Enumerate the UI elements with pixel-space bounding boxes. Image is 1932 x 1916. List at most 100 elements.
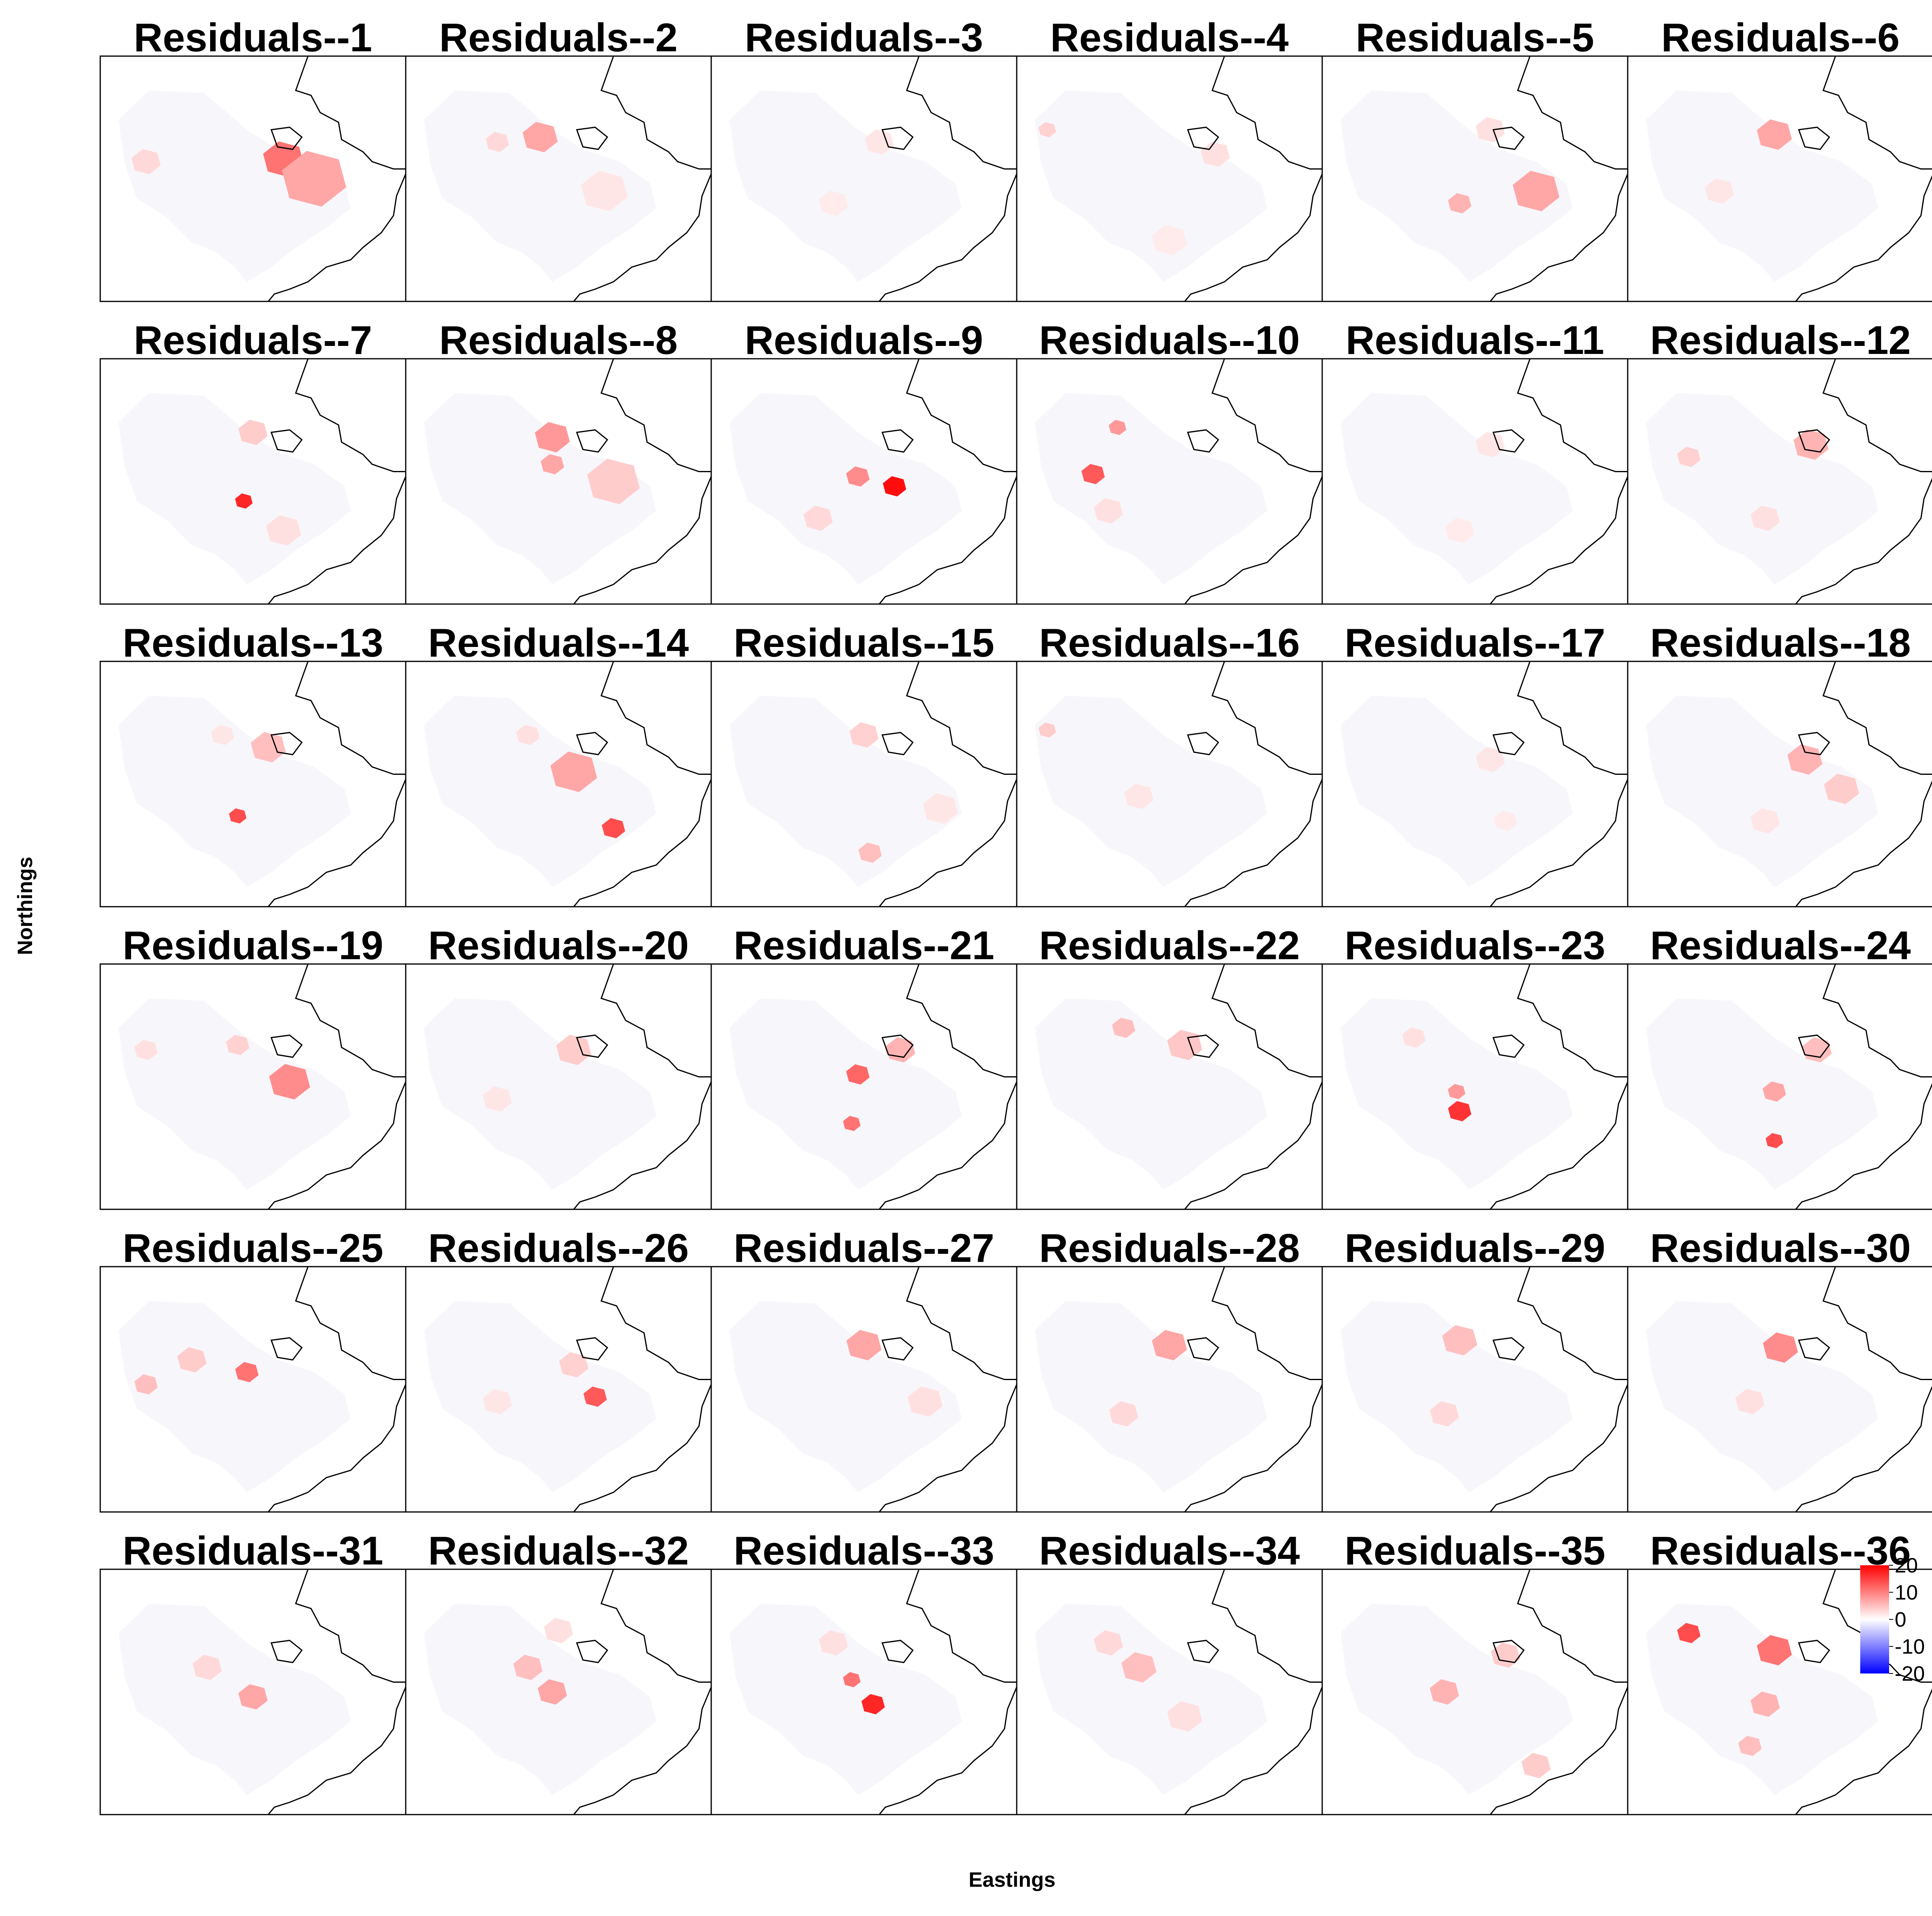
- residual-patch: [1750, 808, 1780, 834]
- coastline: [1517, 1266, 1628, 1380]
- residual-patch: [1402, 1027, 1426, 1048]
- panel-title: Residuals--15: [734, 620, 994, 665]
- residual-patch: [513, 1655, 543, 1680]
- colorbar-ticks: 20 10 0 -10 -20: [1889, 1554, 1925, 1686]
- coastline: [1795, 780, 1932, 907]
- lake-outline: [1492, 1639, 1525, 1663]
- coastline: [906, 358, 1017, 472]
- residual-patch: [803, 505, 833, 531]
- map-panel: Residuals--25: [99, 1226, 407, 1513]
- residual-patch: [282, 151, 346, 207]
- residual-patch: [819, 190, 848, 216]
- lake-outline: [1798, 732, 1830, 756]
- residual-patch: [1094, 498, 1123, 523]
- map-panel: Residuals--6: [1627, 15, 1932, 302]
- residual-patch: [923, 793, 958, 824]
- panel-title: Residuals--11: [1346, 318, 1604, 363]
- coastline: [267, 476, 407, 604]
- panel-title: Residuals--35: [1345, 1528, 1605, 1573]
- land-region: [424, 393, 656, 584]
- lake-outline: [270, 126, 303, 150]
- coastline: [1795, 1688, 1932, 1815]
- panel-title: Residuals--4: [1050, 15, 1289, 60]
- lake-outline: [1187, 1639, 1219, 1663]
- coastline: [573, 174, 712, 302]
- land-region: [1646, 393, 1878, 584]
- map-panel: Residuals--5: [1321, 15, 1629, 302]
- land-region: [1035, 998, 1267, 1190]
- panel-title: Residuals--22: [1039, 923, 1300, 968]
- lake-outline: [1187, 429, 1219, 453]
- lake-outline: [576, 1337, 608, 1361]
- coastline: [878, 1384, 1018, 1512]
- coastline: [1517, 1569, 1628, 1683]
- coastline: [295, 1266, 406, 1380]
- lake-outline: [1798, 1639, 1830, 1663]
- land-region: [729, 393, 962, 584]
- map-panel: Residuals--11: [1321, 318, 1629, 605]
- panel-title: Residuals--26: [428, 1226, 689, 1271]
- residual-patch: [1448, 1101, 1471, 1122]
- map-panel: Residuals--35: [1321, 1528, 1629, 1815]
- residual-patch: [1735, 1389, 1765, 1415]
- coastline: [1211, 964, 1322, 1077]
- residual-patch: [1738, 1736, 1762, 1756]
- panel-title: Residuals--10: [1039, 318, 1300, 363]
- panel-title: Residuals--2: [439, 15, 678, 60]
- residual-patch: [1677, 1623, 1701, 1643]
- residual-patch: [486, 131, 509, 152]
- coastline: [267, 174, 407, 302]
- residual-patch: [1448, 1084, 1466, 1099]
- coastline: [295, 661, 406, 775]
- land-region: [729, 1603, 962, 1795]
- land-region: [1646, 695, 1878, 887]
- residual-patch: [1475, 747, 1505, 772]
- land-region: [729, 90, 962, 282]
- panel-title: Residuals--17: [1345, 620, 1605, 665]
- land-region: [424, 1301, 656, 1492]
- lake-outline: [881, 1337, 914, 1361]
- coastline: [1489, 1081, 1629, 1210]
- coastline: [1489, 476, 1629, 604]
- coastline: [573, 1384, 712, 1512]
- lake-outline: [576, 1034, 608, 1058]
- residual-patch: [544, 1618, 573, 1643]
- map-panel: Residuals--20: [405, 923, 712, 1210]
- residual-patch: [238, 420, 268, 445]
- residual-patch: [849, 722, 879, 748]
- panel-frame: [1627, 55, 1932, 302]
- coastline: [267, 779, 407, 907]
- coastline: [1517, 661, 1628, 775]
- map-panel: Residuals--31: [99, 1528, 407, 1815]
- residual-patch: [587, 459, 640, 504]
- coastline: [267, 1384, 407, 1512]
- panel-title: Residuals--16: [1039, 620, 1300, 665]
- residual-patch: [1763, 1332, 1798, 1363]
- residual-patch: [1167, 1701, 1202, 1732]
- lake-outline: [270, 732, 303, 756]
- coastline: [1184, 1687, 1323, 1815]
- map-panel: Residuals--34: [1016, 1528, 1323, 1815]
- residual-patch: [1491, 1642, 1520, 1668]
- panel-title: Residuals--32: [428, 1528, 689, 1573]
- map-panel: Residuals--19: [99, 923, 407, 1210]
- residual-patch: [1757, 1635, 1792, 1665]
- panel-grid: Residuals--1 Residuals--2 Residuals--3 Resi…: [99, 15, 1932, 1815]
- map-panel: Residuals--1: [99, 15, 407, 302]
- residual-patch: [1824, 774, 1859, 804]
- residual-patch: [540, 454, 564, 475]
- residual-patch: [1494, 810, 1517, 831]
- coastline: [1489, 779, 1629, 907]
- coastline: [1795, 175, 1932, 302]
- land-region: [118, 695, 351, 887]
- residual-patch: [1513, 171, 1560, 212]
- coastline: [295, 1569, 406, 1683]
- residual-patch: [1038, 122, 1056, 137]
- land-region: [1340, 1603, 1573, 1795]
- residual-patch: [858, 843, 882, 863]
- coastline: [267, 1687, 407, 1815]
- lake-outline: [881, 429, 914, 453]
- coastline: [1211, 661, 1322, 775]
- panel-title: Residuals--20: [428, 923, 689, 968]
- coastline: [878, 174, 1018, 302]
